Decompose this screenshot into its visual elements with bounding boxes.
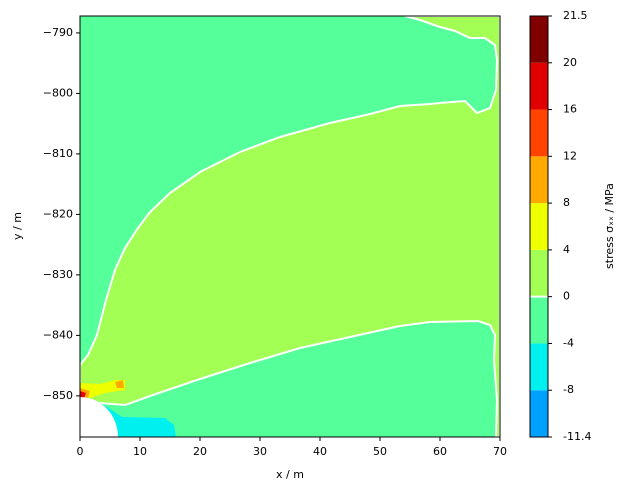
contour-region [95,400,176,437]
colorbar-tick-label: -4 [563,336,574,349]
x-tick-label: 30 [253,445,267,458]
x-tick-label: 60 [433,445,447,458]
y-tick-label: −820 [43,207,73,220]
x-axis-label: x / m [276,468,304,481]
colorbar-tick-label: -11.4 [563,430,591,443]
contour-region [80,16,500,437]
x-tick-label: 70 [493,445,507,458]
colorbar-tick-label: 8 [563,196,570,209]
colorbar-band [530,296,548,344]
colorbar-label: stress σₓₓ / MPa [603,183,616,269]
colorbar-tick-label: 0 [563,290,570,303]
colorbar-band [530,16,548,63]
colorbar-tick-label: 20 [563,56,577,69]
colorbar-tick-label: 12 [563,149,577,162]
x-tick-label: 40 [313,445,327,458]
x-tick-label: 20 [193,445,207,458]
colorbar-band [530,390,548,437]
colorbar-frame [529,15,549,438]
colorbar-tick-label: 21.5 [563,9,588,22]
x-tick-label: 50 [373,445,387,458]
contour-region [80,380,125,398]
y-tick-label: −830 [43,268,73,281]
colorbar-band [530,249,548,297]
plot-frame [79,15,501,438]
y-axis-label: y / m [11,212,24,240]
colorbar-band [530,156,548,204]
colorbar-band [530,109,548,157]
y-tick-label: −800 [43,86,73,99]
colorbar-band [530,62,548,110]
y-tick-label: −810 [43,147,73,160]
x-tick-label: 10 [133,445,147,458]
y-tick-label: −790 [43,26,73,39]
colorbar-tick-label: 4 [563,243,570,256]
contour-region [80,391,86,398]
excavation-hole [80,397,118,437]
colorbar-tick-label: -8 [563,383,574,396]
y-tick-label: −850 [43,389,73,402]
colorbar-band [530,343,548,391]
x-tick-label: 0 [77,445,84,458]
y-tick-label: −840 [43,328,73,341]
colorbar-band [530,203,548,250]
colorbar-tick-label: 16 [563,103,577,116]
contour-field [80,16,500,437]
